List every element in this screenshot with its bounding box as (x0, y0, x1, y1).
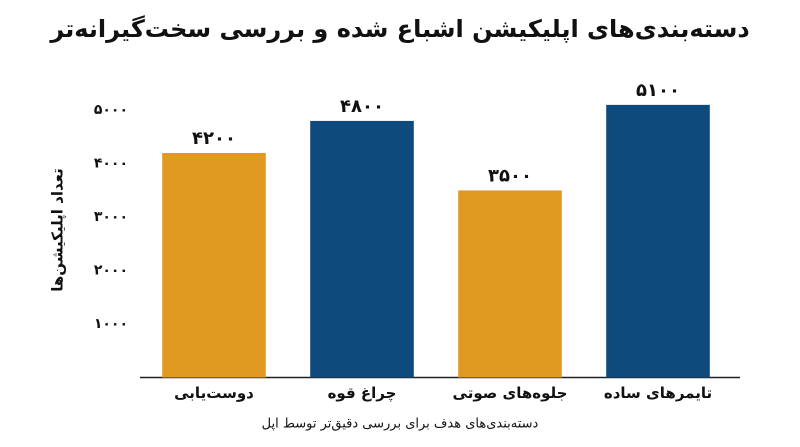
bar (162, 152, 266, 378)
x-tick-label: دوست‌یابی (174, 384, 254, 402)
y-axis-label: تعداد اپلیکیشن‌ها (49, 168, 68, 292)
chart-title: دسته‌بندی‌های اپلیکیشن اشباع شده و بررسی… (49, 15, 749, 43)
bar (458, 190, 562, 378)
y-tick-label: ۳۰۰۰ (94, 209, 128, 225)
y-tick-label: ۱۰۰۰ (94, 316, 128, 332)
x-tick-label: جلوه‌های صوتی (453, 384, 568, 402)
value-label: ۳۵۰۰ (488, 165, 532, 186)
value-label: ۵۱۰۰ (636, 80, 680, 101)
x-tick-label: چراغ قوه (328, 384, 397, 403)
bar (606, 104, 710, 378)
bar (310, 120, 414, 378)
y-tick-label: ۵۰۰۰ (94, 102, 128, 118)
value-label: ۴۸۰۰ (340, 96, 384, 117)
y-tick-label: ۲۰۰۰ (94, 263, 128, 279)
x-tick-label: تایمرهای ساده (604, 384, 712, 402)
x-axis-label: دسته‌بندی‌های هدف برای بررسی دقیق‌تر توس… (262, 417, 539, 432)
value-label: ۴۲۰۰ (192, 128, 236, 149)
y-tick-label: ۴۰۰۰ (94, 156, 128, 172)
